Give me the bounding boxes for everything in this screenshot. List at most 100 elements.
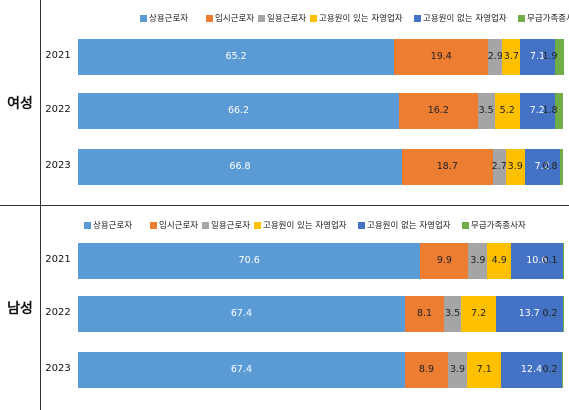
bar-segment [501, 352, 562, 388]
legend-label: 고용원이 있는 자영업자 [319, 14, 403, 24]
data-label: 19.4 [430, 51, 452, 62]
legend-label: 고용원이 있는 자영업자 [263, 221, 347, 231]
data-label: 12.4 [520, 364, 543, 375]
data-label: 3.5 [445, 308, 461, 319]
legend-swatch [254, 221, 261, 229]
data-label: 67.4 [230, 308, 253, 319]
legend-swatch [140, 14, 147, 22]
bar-segment [559, 149, 564, 185]
legend-item: 임시근로자 [206, 12, 254, 26]
stacked-bar: 67.4 8.1 3.5 7.2 13.7 0.2 [78, 296, 564, 332]
data-label: 10.6 [526, 255, 548, 266]
legend-label: 고용원이 없는 자영업자 [423, 14, 507, 24]
bar-segment [78, 39, 395, 75]
bar-segment [78, 352, 405, 388]
data-label: 0.8 [542, 161, 558, 172]
legend-item: 임시근로자 [150, 219, 198, 233]
legend: 상용근로자 임시근로자 일용근로자 고용원이 있는 자영업자 고용원이 없는 자영업자 무… [0, 219, 569, 233]
legend-swatch [518, 14, 525, 22]
bar-segment [502, 39, 521, 75]
bar-segment [520, 39, 555, 75]
data-label: 7.1 [529, 51, 546, 62]
data-label: 16.2 [427, 105, 449, 116]
bar-segment [466, 352, 502, 388]
panel-label: 남성 [7, 301, 33, 317]
bar-segment [404, 352, 449, 388]
bar-segment [420, 243, 469, 279]
legend-item: 일용근로자 [202, 219, 250, 233]
bar-segment [401, 149, 493, 185]
stacked-bar: 70.6 9.9 3.9 4.9 10.6 0.1 [78, 243, 564, 279]
stacked-bar: 65.2 19.4 2.9 3.7 7.1 1.9 [78, 39, 564, 75]
legend-swatch [414, 14, 421, 22]
panel-label: 여성 [7, 95, 33, 112]
panel-divider-vertical [40, 206, 41, 410]
bar-segment [554, 39, 564, 75]
legend-item: 상용근로자 [140, 12, 188, 26]
legend-swatch [462, 221, 469, 229]
bar-segment [78, 93, 400, 129]
stacked-bar: 66.2 16.2 3.5 5.2 7.2 1.8 [78, 93, 564, 129]
data-label: 1.9 [542, 51, 558, 62]
bar-segment [444, 296, 462, 332]
bar-segment [524, 149, 560, 185]
legend-label: 상용근로자 [149, 14, 189, 24]
legend-label: 상용근로자 [93, 221, 133, 231]
legend-item: 고용원이 없는 자영업자 [358, 219, 451, 233]
data-label: 18.7 [436, 161, 458, 172]
data-label: 66.8 [229, 161, 251, 172]
bar-segment [477, 93, 495, 129]
legend: 상용근로자 임시근로자 일용근로자 고용원이 있는 자영업자 고용원이 없는 자영업자 무… [0, 12, 569, 26]
data-label: 7.2 [529, 105, 545, 116]
data-label: 0.1 [542, 255, 558, 266]
bar-segment [461, 296, 497, 332]
legend-label: 무급가족종사자 [527, 14, 569, 24]
data-label: 8.1 [416, 308, 433, 319]
legend-swatch [150, 221, 157, 229]
chart-panel: 여성 상용근로자 임시근로자 일용근로자 고용원이 있는 자영업자 고용원이 없는 자영업… [0, 0, 569, 205]
legend-swatch [258, 14, 265, 22]
legend-swatch [310, 14, 317, 22]
legend-item: 고용원이 없는 자영업자 [414, 12, 507, 26]
bar-segment [78, 149, 402, 185]
bar-segment [78, 243, 421, 279]
legend-item: 고용원이 있는 자영업자 [254, 219, 347, 233]
data-label: 67.4 [230, 364, 253, 375]
data-label: 8.9 [418, 364, 434, 375]
panel-divider-horizontal [0, 205, 569, 206]
bar-segment [554, 93, 564, 129]
legend-item: 무급가족종사자 [462, 219, 526, 233]
legend-label: 일용근로자 [267, 14, 307, 24]
bar-segment [394, 39, 489, 75]
bar-segment [494, 93, 520, 129]
bar-segment [492, 149, 506, 185]
legend-label: 임시근로자 [159, 221, 199, 231]
data-label: 3.7 [503, 51, 519, 62]
bar-segment [562, 296, 564, 332]
bar-segment [519, 93, 555, 129]
stacked-bar: 67.4 8.9 3.9 7.1 12.4 0.2 [78, 352, 563, 388]
data-label: 0.2 [542, 308, 558, 319]
data-label: 3.5 [478, 105, 494, 116]
year-label: 2021 [45, 254, 71, 265]
year-label: 2023 [45, 363, 71, 374]
bar-segment [496, 296, 563, 332]
bar-segment [399, 93, 478, 129]
chart-panel: 남성 상용근로자 임시근로자 일용근로자 고용원이 있는 자영업자 고용원이 없는 자영업… [0, 206, 569, 410]
legend-swatch [202, 221, 209, 229]
data-label: 0.2 [542, 364, 558, 375]
data-label: 7.2 [534, 161, 550, 172]
year-label: 2023 [45, 160, 71, 171]
data-label: 65.2 [225, 51, 247, 62]
stacked-bar: 66.8 18.7 2.7 3.9 7.2 0.8 [78, 149, 564, 185]
data-label: 9.9 [436, 255, 452, 266]
legend-item: 일용근로자 [258, 12, 306, 26]
legend-swatch [358, 221, 365, 229]
data-label: 2.9 [487, 51, 503, 62]
legend-label: 일용근로자 [211, 221, 251, 231]
bar-segment [562, 243, 564, 279]
data-label: 7.1 [476, 364, 492, 375]
bar-segment [488, 39, 503, 75]
bar-segment [448, 352, 467, 388]
